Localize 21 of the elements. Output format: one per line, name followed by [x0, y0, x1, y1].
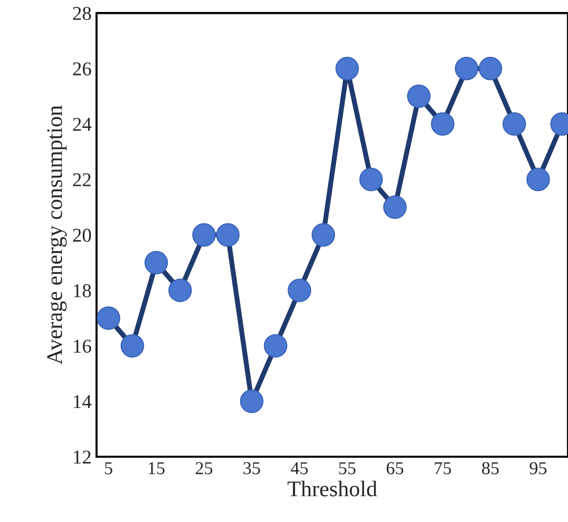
y-tick-label: 14: [74, 395, 92, 408]
y-tick-label: 26: [73, 62, 92, 76]
y-tick-label: 12: [74, 450, 91, 464]
y-tick-label: 22: [73, 173, 91, 186]
y-tick-label: 16: [74, 340, 92, 353]
x-tick-label: 25: [196, 462, 212, 474]
x-tick-label: 45: [290, 462, 308, 474]
x-tick-label: 65: [386, 462, 404, 474]
y-tick-label: 18: [74, 284, 91, 298]
y-tick-label: 28: [73, 6, 91, 20]
x-tick-label: 55: [339, 462, 356, 474]
x-tick-label: 95: [530, 462, 546, 474]
x-tick-label: 15: [148, 462, 165, 474]
x-tick-label: 35: [244, 462, 260, 474]
x-tick-label: 85: [482, 462, 499, 474]
x-axis-title: Threshold: [288, 480, 378, 496]
y-tick-label: 20: [73, 228, 91, 242]
y-axis-title: Average energy consumption: [47, 105, 67, 364]
x-tick-label: 5: [105, 462, 112, 474]
x-tick-label: 75: [434, 462, 452, 474]
y-tick-label: 24: [73, 118, 92, 131]
